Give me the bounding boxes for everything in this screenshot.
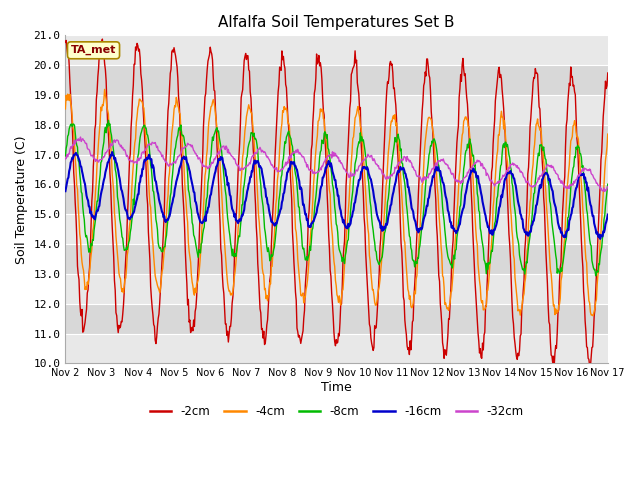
Line: -2cm: -2cm <box>65 39 608 367</box>
-16cm <box>183 159 191 165</box>
Bar <box>65 36 608 65</box>
Bar <box>65 155 608 184</box>
-16cm <box>419 220 427 226</box>
-32cm <box>604 184 612 190</box>
Text: TA_met: TA_met <box>71 45 116 56</box>
-8cm <box>604 181 612 187</box>
Line: -4cm: -4cm <box>65 89 608 316</box>
-4cm <box>128 186 136 192</box>
-16cm <box>72 151 79 156</box>
-2cm <box>72 200 79 206</box>
X-axis label: Time: Time <box>321 381 352 394</box>
-4cm <box>183 212 191 218</box>
Y-axis label: Soil Temperature (C): Soil Temperature (C) <box>15 135 28 264</box>
-4cm <box>72 155 79 161</box>
-32cm <box>61 156 69 162</box>
Bar <box>65 95 608 125</box>
-2cm <box>403 343 411 349</box>
-4cm <box>604 131 612 137</box>
-8cm <box>128 217 136 223</box>
-8cm <box>72 130 79 136</box>
-8cm <box>403 207 411 213</box>
Legend: -2cm, -4cm, -8cm, -16cm, -32cm: -2cm, -4cm, -8cm, -16cm, -32cm <box>145 401 528 423</box>
-2cm <box>587 364 595 370</box>
-16cm <box>128 214 136 220</box>
-4cm <box>212 112 220 118</box>
-8cm <box>212 128 220 133</box>
-4cm <box>61 106 69 112</box>
-16cm <box>403 177 411 182</box>
-32cm <box>403 154 411 159</box>
-2cm <box>604 70 612 76</box>
-4cm <box>419 180 427 186</box>
-8cm <box>61 153 69 159</box>
-2cm <box>419 98 427 104</box>
-16cm <box>212 168 220 174</box>
Line: -8cm: -8cm <box>65 120 608 276</box>
-8cm <box>104 118 112 123</box>
Line: -16cm: -16cm <box>65 152 608 239</box>
Bar <box>65 214 608 244</box>
-8cm <box>419 215 427 221</box>
-4cm <box>100 86 108 92</box>
-2cm <box>183 280 191 286</box>
Line: -32cm: -32cm <box>65 137 608 192</box>
-2cm <box>99 36 106 42</box>
-16cm <box>108 149 116 155</box>
-32cm <box>212 155 220 160</box>
Title: Alfalfa Soil Temperatures Set B: Alfalfa Soil Temperatures Set B <box>218 15 455 30</box>
-8cm <box>183 161 191 167</box>
-32cm <box>601 189 609 194</box>
-4cm <box>589 313 596 319</box>
-16cm <box>61 188 69 194</box>
-2cm <box>61 39 69 45</box>
-2cm <box>212 108 220 113</box>
-4cm <box>403 276 411 281</box>
-32cm <box>183 143 191 149</box>
-16cm <box>604 212 612 217</box>
-32cm <box>77 134 84 140</box>
-32cm <box>419 175 427 181</box>
Bar <box>65 274 608 304</box>
-32cm <box>128 158 136 164</box>
-32cm <box>72 141 79 147</box>
-8cm <box>592 273 600 279</box>
-2cm <box>128 113 136 119</box>
-16cm <box>596 236 604 242</box>
Bar <box>65 334 608 363</box>
